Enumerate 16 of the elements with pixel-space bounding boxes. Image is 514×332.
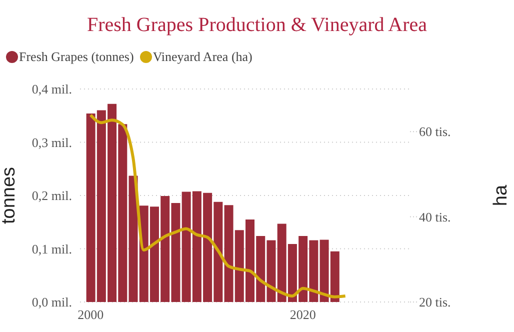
- legend-label: Vineyard Area (ha): [152, 49, 252, 65]
- line-series: [89, 113, 347, 298]
- x-tick-label: 2000: [78, 307, 104, 322]
- y-tick-label: 0,0 mil.: [32, 294, 72, 310]
- y2-tick-label: 20 tis.: [419, 294, 451, 310]
- y2-tick-label: 40 tis.: [419, 209, 451, 224]
- y2-tick-label: 60 tis.: [419, 124, 451, 140]
- legend-label: Fresh Grapes (tonnes): [18, 49, 134, 65]
- y-tick-label: 0,3 mil.: [32, 134, 72, 150]
- chart-title: Fresh Grapes Production & Vineyard Area: [86, 14, 428, 38]
- y-tick-label: 0,4 mil.: [32, 82, 72, 97]
- y2-axis-title: ha: [490, 184, 512, 206]
- x-tick-label: 2020: [290, 307, 316, 322]
- y-axis-title: tonnes: [0, 166, 20, 224]
- y-tick-label: 0,2 mil.: [32, 188, 72, 204]
- y-tick-label: 0,1 mil.: [32, 241, 72, 256]
